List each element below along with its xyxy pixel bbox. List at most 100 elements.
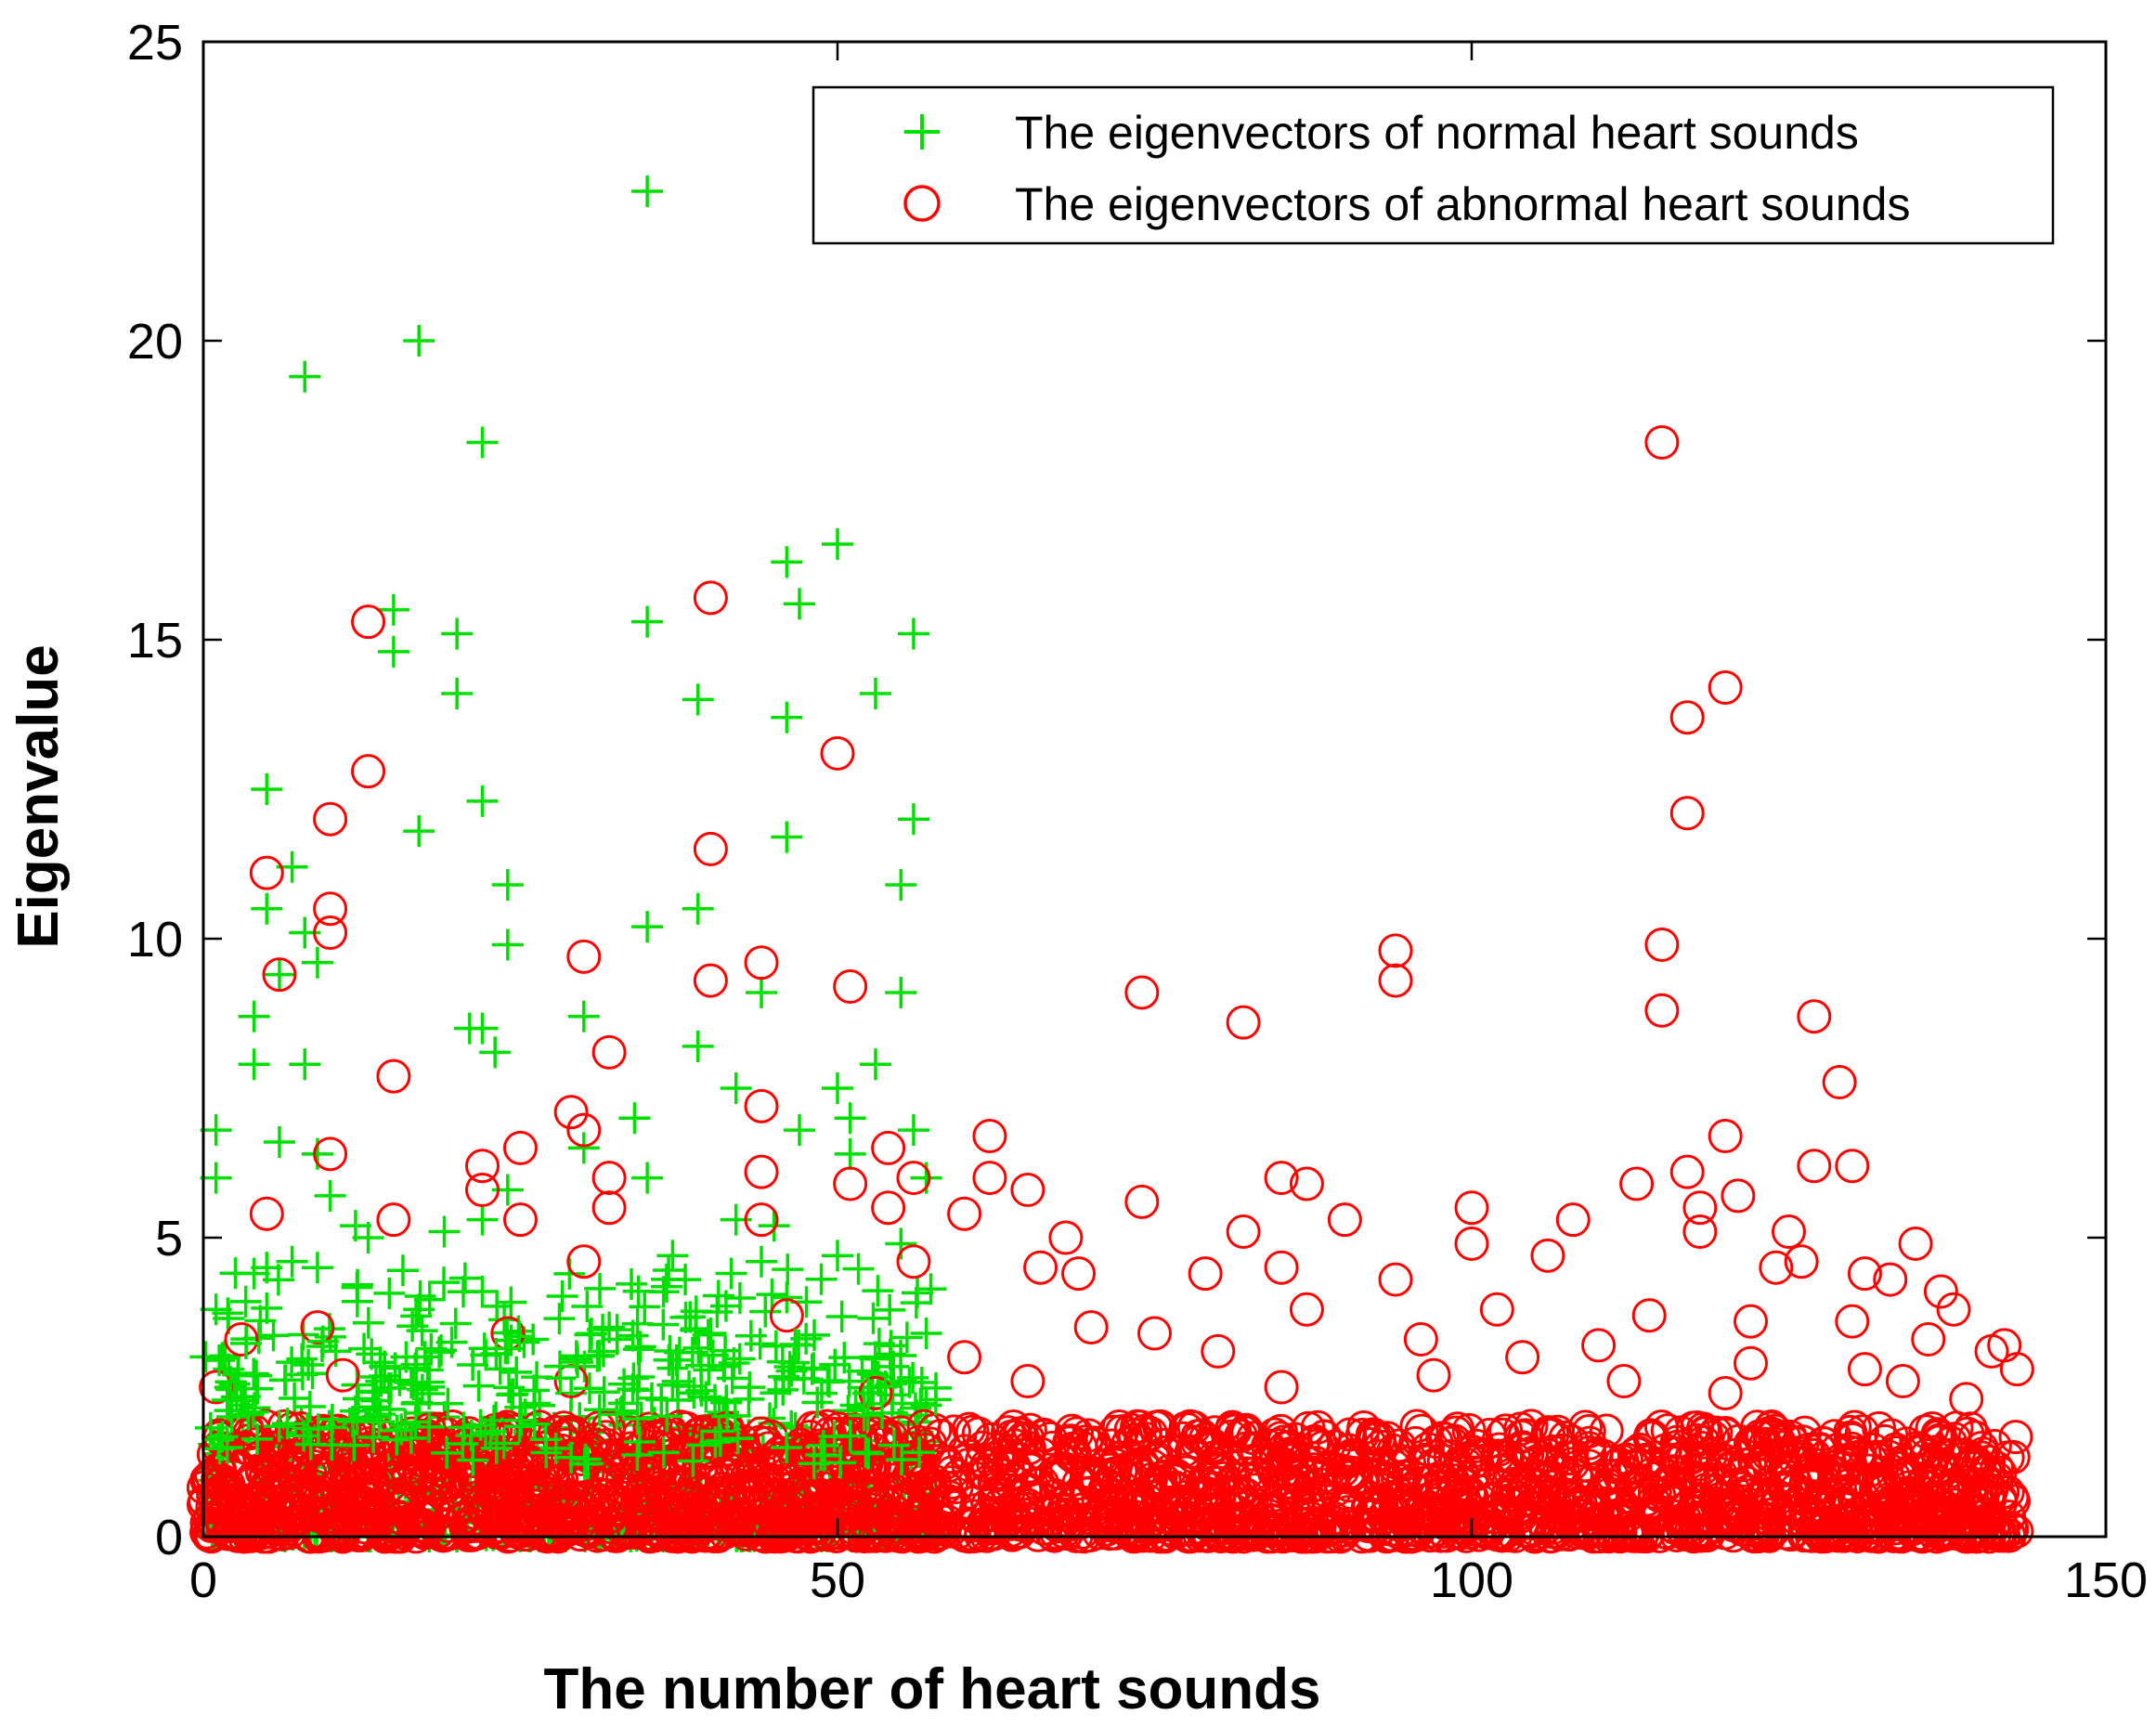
abnormal-point (1935, 1469, 1970, 1504)
abnormal-point (1835, 1461, 1870, 1497)
normal-point (466, 1203, 499, 1236)
normal-point (772, 1253, 804, 1286)
abnormal-point (1028, 1418, 1063, 1453)
abnormal-point (820, 1464, 855, 1500)
normal-point (915, 1273, 947, 1305)
abnormal-point (1531, 1448, 1566, 1484)
abnormal-point (740, 1516, 775, 1552)
abnormal-point (552, 1484, 587, 1519)
normal-point (543, 1303, 576, 1335)
normal-point (709, 1290, 742, 1322)
abnormal-point (867, 1516, 903, 1552)
abnormal-point (1236, 1421, 1271, 1456)
abnormal-point (1116, 1422, 1151, 1458)
normal-point (897, 617, 929, 650)
normal-point (746, 976, 778, 1008)
abnormal-point (353, 1498, 388, 1533)
normal-point (546, 1280, 578, 1313)
abnormal-point (785, 1470, 820, 1505)
normal-point (647, 1276, 680, 1308)
abnormal-point (717, 1473, 752, 1508)
abnormal-point (955, 1414, 990, 1449)
abnormal-point (878, 1474, 914, 1509)
abnormal-point (1398, 1461, 1434, 1497)
normal-point (406, 1315, 438, 1347)
normal-point (784, 1114, 816, 1147)
abnormal-point (1957, 1420, 1993, 1455)
normal-point (696, 1339, 729, 1371)
abnormal-point (1440, 1411, 1475, 1447)
normal-point (491, 1174, 524, 1206)
abnormal-point (422, 1460, 458, 1495)
normal-point (479, 1036, 512, 1069)
abnormal-point (833, 969, 868, 1005)
abnormal-point (1896, 1488, 1931, 1524)
abnormal-point (255, 1477, 291, 1513)
abnormal-point (1644, 424, 1680, 460)
abnormal-point (1535, 1434, 1570, 1469)
abnormal-point (693, 831, 728, 866)
abnormal-point (645, 1498, 681, 1533)
normal-point (200, 1162, 232, 1194)
abnormal-point (1283, 1514, 1318, 1550)
normal-point (356, 1338, 388, 1370)
abnormal-point (1228, 1431, 1264, 1466)
abnormal-point (1680, 1409, 1715, 1445)
normal-point (651, 1270, 683, 1303)
abnormal-point (698, 1517, 734, 1552)
normal-point (403, 325, 435, 357)
abnormal-point (930, 1448, 966, 1484)
abnormal-point (1507, 1418, 1542, 1453)
abnormal-point (1124, 1446, 1160, 1481)
abnormal-point (1163, 1501, 1199, 1537)
abnormal-point (561, 1496, 596, 1531)
abnormal-point (1170, 1412, 1205, 1448)
abnormal-point (1197, 1439, 1232, 1474)
abnormal-point (1385, 1459, 1421, 1494)
abnormal-point (1143, 1409, 1178, 1444)
normal-point (842, 1253, 875, 1285)
abnormal-point (408, 1513, 443, 1549)
normal-point (805, 1263, 838, 1295)
normal-point (491, 869, 524, 902)
normal-point (439, 1307, 472, 1340)
abnormal-point (1718, 1484, 1753, 1519)
normal-point (491, 928, 524, 961)
abnormal-point (1802, 1432, 1838, 1467)
normal-point (885, 976, 917, 1008)
abnormal-point (1601, 1490, 1636, 1526)
normal-point (744, 1328, 776, 1360)
normal-point (200, 1293, 232, 1326)
normal-point (251, 773, 283, 805)
normal-point (897, 803, 929, 836)
normal-point (386, 1254, 419, 1287)
abnormal-point (1054, 1437, 1089, 1473)
abnormal-point (1844, 1414, 1879, 1449)
normal-point (682, 1030, 714, 1062)
normal-point (229, 1285, 262, 1318)
normal-point (784, 588, 816, 620)
normal-point (822, 1072, 853, 1104)
abnormal-point (1245, 1465, 1280, 1500)
abnormal-point (1658, 1436, 1694, 1472)
abnormal-point (322, 1516, 357, 1552)
abnormal-point (1540, 1496, 1576, 1531)
abnormal-point (1730, 1513, 1765, 1549)
normal-point (567, 1132, 600, 1164)
abnormal-point (1110, 1487, 1146, 1522)
abnormal-point (693, 963, 728, 998)
abnormal-point (628, 1461, 663, 1497)
abnormal-point (1877, 1460, 1912, 1495)
abnormal-point (245, 1515, 280, 1551)
abnormal-point (351, 604, 386, 640)
abnormal-point (281, 1493, 317, 1528)
abnormal-point (1010, 1421, 1046, 1456)
normal-point (289, 916, 321, 949)
abnormal-point (1685, 1517, 1721, 1552)
abnormal-point (1862, 1410, 1897, 1446)
normal-point (682, 892, 714, 925)
abnormal-point (194, 1517, 229, 1552)
abnormal-point (1180, 1419, 1215, 1454)
normal-point (441, 677, 474, 709)
abnormal-point (626, 1487, 661, 1522)
